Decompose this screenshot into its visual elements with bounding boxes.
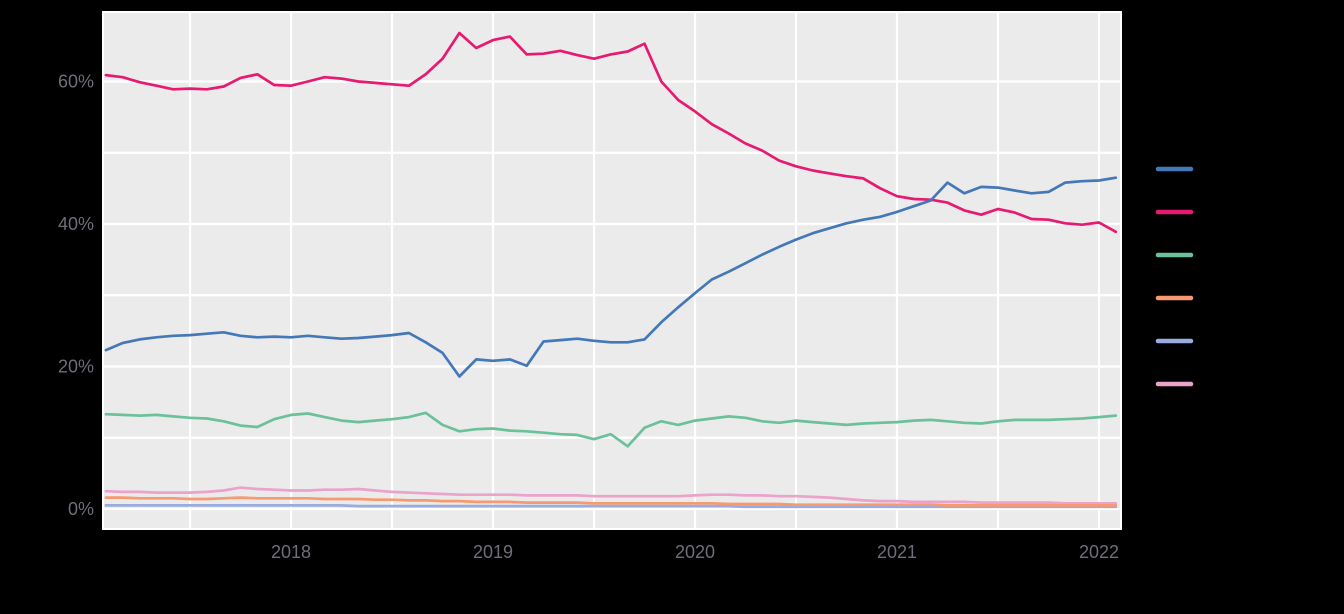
x-axis-tick-label: 2021: [877, 542, 917, 562]
series-line-green: [104, 411, 1118, 448]
plot-panel: [103, 12, 1121, 529]
x-axis-tick-label: 2018: [271, 542, 311, 562]
x-axis-tick-label: 2022: [1079, 542, 1119, 562]
series-line-orange: [104, 496, 1118, 507]
x-axis-tick-label: 2020: [675, 542, 715, 562]
series-line-magenta: [104, 31, 1118, 234]
series-line-pink: [104, 486, 1118, 505]
y-axis-tick-label: 20%: [58, 356, 94, 376]
y-axis-tick-label: 0%: [68, 499, 94, 519]
y-axis-tick-label: 40%: [58, 214, 94, 234]
plot-panel-border: [102, 11, 1122, 530]
x-axis-tick-label: 2019: [473, 542, 513, 562]
series-line-blue: [104, 176, 1118, 378]
y-axis-tick-label: 60%: [58, 71, 94, 91]
series-line-periwinkle: [104, 504, 1118, 509]
